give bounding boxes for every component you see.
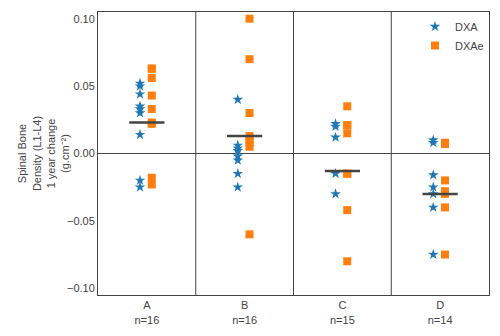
svg-text:−0.05: −0.05 [67,215,95,227]
svg-text:0.10: 0.10 [73,13,94,25]
svg-text:Cn=15: Cn=15 [330,299,355,325]
svg-text:0.05: 0.05 [73,80,94,92]
svg-text:−0.10: −0.10 [67,282,95,294]
svg-text:0.00: 0.00 [73,147,94,159]
svg-text:DXAe: DXAe [455,40,484,52]
svg-text:Bn=16: Bn=16 [232,299,257,325]
svg-text:DXA: DXA [455,21,478,33]
svg-text:Dn=14: Dn=14 [428,299,453,325]
svg-text:An=16: An=16 [134,299,159,325]
svg-text:Spinal BoneDensity (L1-L4)1 ye: Spinal BoneDensity (L1-L4)1 year change(… [16,116,71,191]
